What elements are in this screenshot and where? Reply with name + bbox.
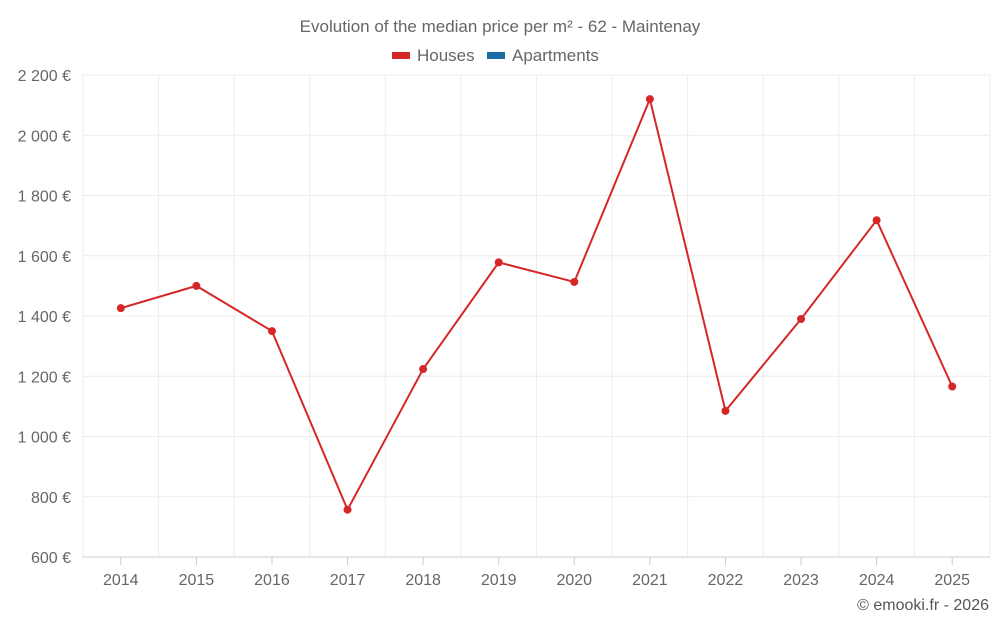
legend-label-houses: Houses (417, 46, 475, 65)
series-line-houses (120, 98, 954, 511)
y-tick-label: 800 € (31, 490, 71, 507)
data-point[interactable] (494, 258, 503, 267)
y-tick-label: 1 000 € (18, 430, 71, 447)
x-tick-label: 2014 (103, 572, 139, 589)
y-tick-label: 1 200 € (18, 369, 71, 386)
x-tick-label: 2024 (859, 572, 895, 589)
data-point[interactable] (267, 327, 276, 336)
data-point[interactable] (721, 406, 730, 415)
data-point[interactable] (797, 315, 806, 324)
data-point[interactable] (192, 281, 201, 290)
data-point[interactable] (116, 304, 125, 313)
x-tick-label: 2020 (556, 572, 592, 589)
legend-swatch-houses (392, 52, 410, 59)
legend-label-apartments: Apartments (512, 46, 599, 65)
x-tick-label: 2015 (179, 572, 215, 589)
x-tick-label: 2018 (405, 572, 441, 589)
y-tick-label: 600 € (31, 550, 71, 567)
y-tick-label: 1 400 € (18, 309, 71, 326)
legend-item-houses[interactable]: Houses (392, 46, 475, 65)
grid (82, 74, 991, 557)
data-point[interactable] (343, 505, 352, 514)
x-tick-label: 2023 (783, 572, 819, 589)
x-tick-label: 2022 (708, 572, 744, 589)
chart-title: Evolution of the median price per m² - 6… (300, 17, 701, 36)
data-point[interactable] (419, 365, 428, 374)
legend-item-apartments[interactable]: Apartments (487, 46, 599, 65)
axes: 600 € 800 € 1 000 € 1 200 € 1 400 € 1 600 € 1 … (18, 68, 990, 589)
y-tick-label: 1 600 € (18, 249, 71, 266)
y-tick-label: 1 800 € (18, 189, 71, 206)
data-point[interactable] (872, 216, 881, 225)
data-point[interactable] (570, 277, 579, 286)
legend: Houses Apartments (392, 46, 599, 65)
x-tick-label: 2016 (254, 572, 290, 589)
y-tick-label: 2 200 € (18, 68, 71, 85)
x-tick-label: 2021 (632, 572, 668, 589)
x-tick-label: 2019 (481, 572, 517, 589)
credit-text: © emooki.fr - 2026 (857, 597, 989, 614)
x-tick-label: 2025 (934, 572, 970, 589)
data-point[interactable] (645, 95, 654, 104)
series-houses (116, 95, 957, 514)
legend-swatch-apartments (487, 52, 505, 59)
x-tick-label: 2017 (330, 572, 366, 589)
data-point[interactable] (948, 382, 957, 391)
y-tick-label: 2 000 € (18, 128, 71, 145)
